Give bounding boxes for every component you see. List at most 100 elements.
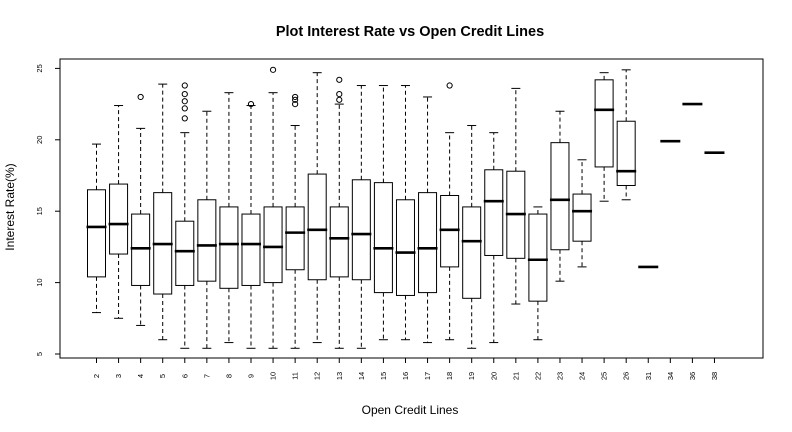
iqr-box <box>219 206 239 289</box>
iqr-box <box>263 206 283 284</box>
box-12 <box>307 72 328 344</box>
x-tick-label: 31 <box>644 372 653 380</box>
outlier-point <box>137 93 144 101</box>
x-tick-label: 36 <box>688 372 697 380</box>
x-tick-label: 6 <box>180 374 189 378</box>
outlier-point <box>292 96 299 103</box>
iqr-box <box>528 213 548 302</box>
iqr-box <box>373 182 393 294</box>
x-tick-label: 7 <box>202 374 211 378</box>
x-tick-label: 16 <box>401 372 410 380</box>
box-9 <box>240 101 261 349</box>
x-tick-label: 13 <box>335 372 344 380</box>
box-2 <box>86 143 107 314</box>
y-tick-label: 15 <box>35 207 44 215</box>
iqr-box <box>594 79 614 168</box>
x-tick-label: 34 <box>666 372 675 380</box>
x-tick-label: 23 <box>555 372 564 380</box>
iqr-box <box>395 199 415 296</box>
box-26 <box>616 69 637 201</box>
box-24 <box>572 159 593 268</box>
box-14 <box>351 85 372 349</box>
y-tick-label: 25 <box>35 64 44 72</box>
iqr-box <box>462 206 482 299</box>
x-axis: 2 3 4 5 6 7 8 9 10 11 12 13 14 15 16 17 18 19 20 21 22 23 24 25… <box>92 358 719 380</box>
iqr-box <box>131 213 151 286</box>
iqr-box <box>285 206 305 271</box>
x-tick-label: 2 <box>92 374 101 378</box>
box-3 <box>108 105 129 319</box>
box-23 <box>549 110 570 282</box>
outlier-point <box>181 105 188 112</box>
outlier-point <box>247 101 255 108</box>
x-tick-label: 25 <box>600 372 609 380</box>
iqr-box <box>351 179 371 281</box>
outlier-point <box>292 93 299 101</box>
outlier-point <box>181 91 188 98</box>
x-tick-label: 20 <box>489 372 498 380</box>
iqr-box <box>241 213 261 286</box>
outlier-point <box>181 82 188 89</box>
box-19 <box>461 125 482 349</box>
box-20 <box>483 132 504 344</box>
y-tick-label: 5 <box>35 352 44 356</box>
x-tick-label: 22 <box>533 372 542 380</box>
x-tick-label: 12 <box>313 372 322 380</box>
iqr-box <box>572 193 592 242</box>
x-tick-label: 11 <box>291 372 300 380</box>
box-13 <box>329 76 350 349</box>
boxes-layer <box>86 66 725 349</box>
iqr-box <box>418 192 438 294</box>
x-tick-label: 24 <box>578 372 587 380</box>
outlier-point <box>181 98 188 105</box>
box-10 <box>263 66 284 349</box>
iqr-box <box>87 189 106 278</box>
box-22 <box>527 206 548 341</box>
box-7 <box>196 110 217 349</box>
outlier-point <box>336 96 343 103</box>
box-25 <box>594 72 615 202</box>
x-tick-label: 5 <box>158 374 167 378</box>
x-tick-label: 14 <box>357 372 366 380</box>
box-17 <box>417 96 438 344</box>
y-tick-label: 20 <box>35 136 44 144</box>
iqr-box <box>329 206 349 278</box>
x-axis-label: Open Credit Lines <box>362 403 459 417</box>
outlier-point <box>269 66 277 73</box>
x-tick-label: 26 <box>622 372 631 380</box>
y-axis: 5 10 15 20 25 <box>35 64 60 356</box>
box-4 <box>130 93 151 326</box>
box-11 <box>285 93 306 349</box>
y-axis-label: Interest Rate(%) <box>3 163 17 250</box>
iqr-box <box>197 199 217 282</box>
x-tick-label: 18 <box>445 372 454 380</box>
x-tick-label: 10 <box>269 372 278 380</box>
box-8 <box>218 92 239 344</box>
chart-title: Plot Interest Rate vs Open Credit Lines <box>276 24 544 40</box>
outlier-point <box>336 91 343 98</box>
x-tick-label: 38 <box>710 372 719 380</box>
iqr-box <box>440 194 460 268</box>
x-tick-label: 21 <box>511 372 520 380</box>
iqr-box <box>109 183 129 255</box>
outlier-point <box>181 115 188 122</box>
x-tick-label: 9 <box>246 374 255 378</box>
iqr-box <box>550 142 570 251</box>
iqr-box <box>484 169 504 256</box>
x-tick-label: 3 <box>114 374 123 378</box>
outlier-point <box>446 82 453 89</box>
iqr-box <box>175 220 195 286</box>
x-tick-label: 15 <box>379 372 388 380</box>
x-tick-label: 19 <box>467 372 476 380</box>
outlier-point <box>292 101 299 108</box>
x-tick-label: 4 <box>136 374 145 378</box>
iqr-box <box>307 173 327 281</box>
box-15 <box>373 85 394 341</box>
iqr-box <box>616 120 636 186</box>
x-tick-label: 8 <box>224 374 233 378</box>
box-5 <box>152 83 173 341</box>
box-6 <box>174 82 195 349</box>
outlier-point <box>336 76 343 83</box>
y-tick-label: 10 <box>35 278 44 286</box>
